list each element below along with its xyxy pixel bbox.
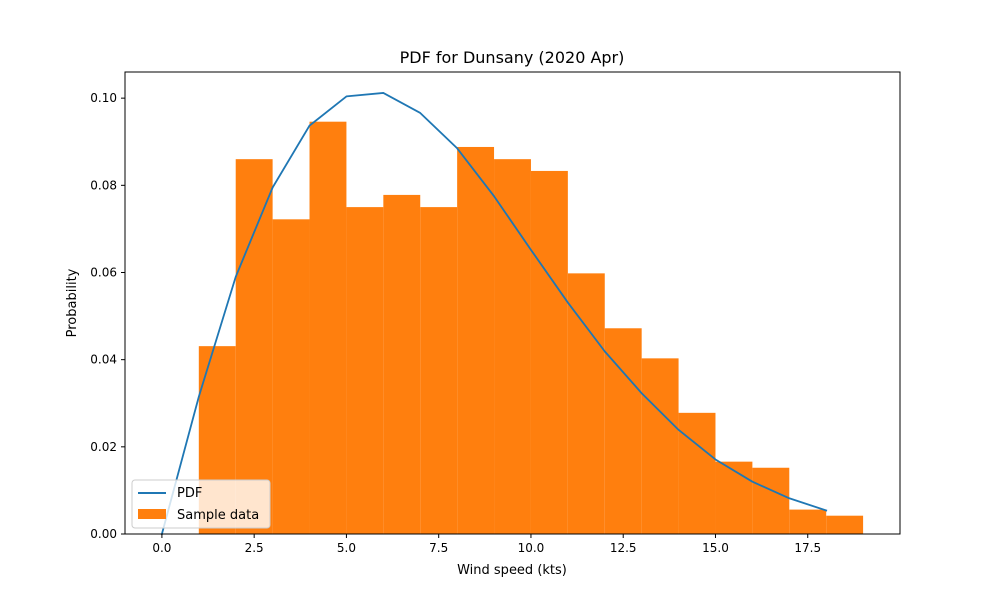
pdf-line-layer — [160, 92, 828, 536]
chart-title: PDF for Dunsany (2020 Apr) — [400, 48, 625, 67]
histogram-bar-2 — [235, 159, 273, 535]
pdf-line-0 — [160, 92, 828, 536]
x-tick-label-0: 0.0 — [152, 541, 171, 555]
histogram-bars — [198, 121, 864, 535]
y-tick-label-1: 0.02 — [90, 440, 117, 454]
x-axis-ticks: 0.0 2.5 5.0 7.5 10.0 12.5 15.0 17.5 — [152, 534, 821, 555]
x-tick-label-5: 12.5 — [610, 541, 637, 555]
y-tick-label-3: 0.06 — [90, 265, 117, 279]
y-tick-label-4: 0.08 — [90, 178, 117, 192]
histogram-bar-12 — [604, 328, 642, 534]
x-axis-label: Wind speed (kts) — [457, 563, 567, 578]
x-tick-label-6: 15.0 — [702, 541, 729, 555]
histogram-bar-3 — [272, 219, 310, 534]
legend-sample-label: Sample data — [177, 508, 259, 523]
y-axis-ticks: 0.00 0.02 0.04 0.06 0.08 0.10 — [90, 91, 125, 541]
histogram-bar-11 — [567, 273, 605, 534]
y-tick-label-5: 0.10 — [90, 91, 117, 105]
legend-pdf-label: PDF — [177, 486, 202, 501]
histogram-bar-16 — [752, 467, 790, 534]
x-tick-label-2: 5.0 — [337, 541, 356, 555]
x-tick-label-4: 10.0 — [518, 541, 545, 555]
x-tick-label-3: 7.5 — [429, 541, 448, 555]
legend: PDF Sample data — [131, 479, 271, 529]
x-tick-label-7: 17.5 — [794, 541, 821, 555]
x-tick-label-1: 2.5 — [245, 541, 264, 555]
histogram-bar-9 — [494, 159, 531, 535]
histogram-bar-7 — [420, 207, 458, 534]
y-axis-label: Probability — [65, 268, 80, 337]
y-tick-label-2: 0.04 — [90, 353, 117, 367]
histogram-bar-14 — [678, 412, 716, 534]
histogram-bar-8 — [457, 146, 495, 534]
histogram-bar-4 — [309, 121, 347, 534]
histogram-bar-5 — [346, 207, 384, 534]
y-tick-label-0: 0.00 — [90, 527, 117, 541]
histogram-bar-10 — [530, 170, 568, 534]
histogram-bar-6 — [383, 194, 421, 535]
histogram-bar-18 — [826, 515, 864, 534]
legend-sample-swatch — [138, 509, 166, 519]
plot-area-frame — [124, 71, 901, 535]
histogram-bar-13 — [641, 358, 679, 534]
legend-box — [131, 479, 271, 529]
histogram-bar-17 — [789, 509, 827, 534]
histogram-bar-15 — [715, 461, 753, 534]
